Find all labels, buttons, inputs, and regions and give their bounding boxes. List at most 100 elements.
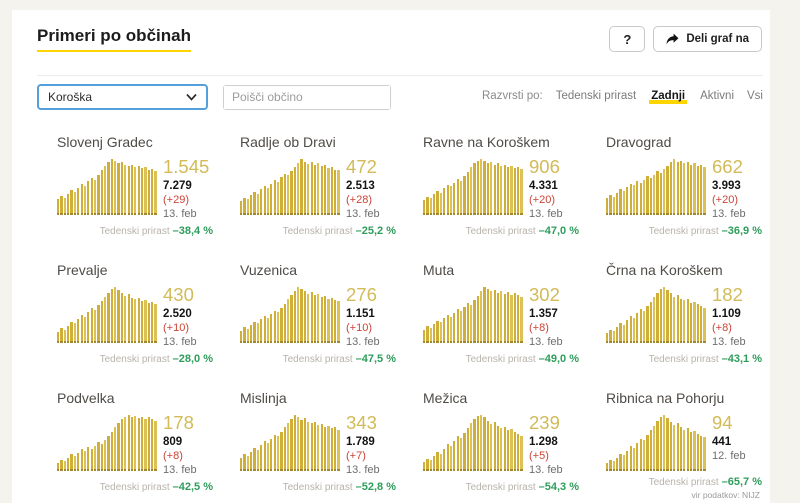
daily-bar [513, 432, 516, 471]
last-week-value: 182 [712, 284, 743, 305]
daily-bar [77, 319, 80, 343]
municipality-search-input[interactable] [224, 85, 390, 109]
weekly-growth-label: Tedenski prirast [282, 354, 353, 365]
daily-bar [273, 180, 276, 215]
sort-option-zadnji[interactable]: Zadnji [649, 90, 688, 104]
card-footer: Tedenski prirast –38,4 % [57, 225, 213, 237]
daily-cases-bar-chart[interactable] [606, 285, 706, 343]
sort-option-tedenski-prirast[interactable]: Tedenski prirast [555, 90, 637, 102]
daily-bar [463, 307, 466, 343]
daily-cases-bar-chart[interactable] [606, 413, 706, 471]
daily-bar [480, 291, 483, 343]
daily-bar [639, 439, 642, 471]
weekly-growth-value: –54,3 % [538, 481, 579, 493]
daily-bar [490, 291, 493, 343]
daily-bar [60, 460, 63, 471]
last-week-value: 906 [529, 156, 560, 177]
daily-bar [622, 455, 625, 471]
daily-bar [463, 176, 466, 215]
daily-bar [606, 198, 609, 215]
daily-bar [93, 310, 97, 343]
card-footer: Tedenski prirast –43,1 % [606, 353, 762, 365]
card-main: 94 441 12. feb [606, 413, 789, 471]
daily-bar [130, 298, 134, 343]
help-button[interactable]: ? [609, 26, 646, 52]
daily-bar [280, 177, 283, 215]
daily-bar [642, 440, 646, 471]
daily-bar [117, 163, 120, 215]
daily-bar [330, 167, 333, 215]
daily-cases-bar-chart[interactable] [57, 157, 157, 215]
daily-bar [287, 423, 290, 471]
daily-bar [636, 443, 639, 471]
sort-option-vsi[interactable]: Vsi [747, 90, 763, 102]
daily-bar [297, 417, 300, 471]
daily-bar [127, 166, 130, 215]
card-main: 276 1.151 (+10) 13. feb [240, 285, 423, 348]
daily-cases-bar-chart[interactable] [423, 413, 523, 471]
daily-bar [696, 166, 699, 215]
daily-bar [280, 308, 283, 343]
daily-bar [456, 179, 459, 215]
daily-bar [632, 185, 636, 215]
daily-cases-bar-chart[interactable] [423, 285, 523, 343]
daily-bar [70, 454, 73, 471]
daily-bar [310, 292, 313, 343]
card-info: 662 3.993 (+20) 13. feb [712, 157, 762, 221]
daily-bar [124, 296, 127, 343]
daily-bar [77, 453, 80, 471]
daily-cases-bar-chart[interactable] [57, 285, 157, 343]
new-cases-delta: (+8) [712, 322, 732, 334]
daily-cases-bar-chart[interactable] [240, 285, 340, 343]
daily-bar [486, 421, 490, 471]
daily-bar [337, 301, 340, 343]
daily-bar [87, 447, 90, 471]
daily-bar [619, 323, 622, 343]
daily-bar [130, 417, 134, 471]
daily-bar [423, 462, 426, 471]
daily-bar [93, 180, 97, 215]
daily-bar [334, 170, 337, 215]
weekly-growth-label: Tedenski prirast [648, 477, 719, 488]
weekly-growth-value: –28,0 % [172, 353, 213, 365]
daily-bar [629, 184, 632, 215]
daily-bar [57, 199, 60, 215]
daily-bar [683, 300, 686, 343]
daily-bar [104, 440, 107, 471]
sort-option-aktivni[interactable]: Aktivni [700, 90, 735, 102]
daily-bar [97, 305, 100, 343]
region-select[interactable]: Koroška [37, 84, 208, 110]
daily-bar [693, 163, 696, 215]
share-button[interactable]: Deli graf na [653, 26, 762, 52]
daily-bar [110, 159, 113, 215]
daily-bar [263, 186, 266, 215]
daily-bar [154, 171, 157, 215]
sort-options: Tedenski prirast Zadnji Aktivni Vsi [556, 90, 763, 104]
daily-cases-bar-chart[interactable] [240, 157, 340, 215]
daily-bar [290, 171, 293, 215]
daily-cases-bar-chart[interactable] [57, 413, 157, 471]
daily-cases-bar-chart[interactable] [606, 157, 706, 215]
daily-bar [57, 463, 60, 471]
daily-cases-bar-chart[interactable] [423, 157, 523, 215]
daily-bar [90, 178, 93, 215]
chevron-down-icon [186, 93, 197, 101]
daily-bar [649, 430, 652, 471]
data-source-note: vir podatkov: NIJZ [691, 490, 761, 500]
daily-bar [134, 299, 137, 343]
daily-bar [622, 191, 625, 215]
daily-bar [317, 294, 320, 343]
daily-bar [154, 421, 157, 471]
daily-bar [470, 423, 473, 471]
daily-bar [67, 194, 70, 215]
daily-bar [679, 161, 683, 215]
daily-bar [626, 451, 629, 471]
weekly-growth-value: –25,2 % [355, 225, 396, 237]
daily-bar [439, 454, 442, 471]
daily-bar [673, 425, 676, 471]
daily-bar [334, 427, 337, 471]
daily-cases-bar-chart[interactable] [240, 413, 340, 471]
daily-bar [703, 437, 706, 471]
card-footer: Tedenski prirast –42,5 % [57, 481, 213, 493]
daily-bar [287, 175, 290, 215]
